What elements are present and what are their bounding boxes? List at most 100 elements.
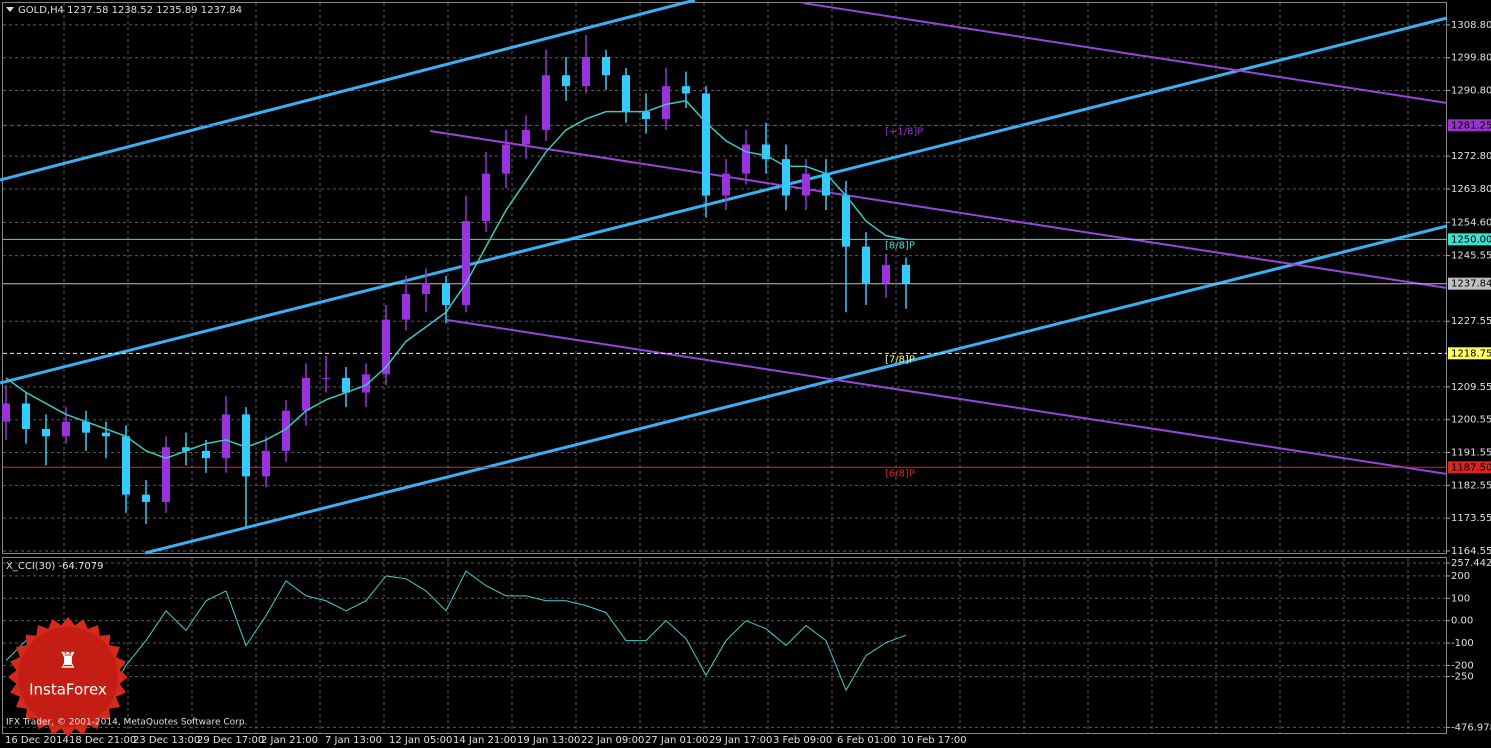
candle-body: [582, 56, 590, 87]
menu-triangle[interactable]: [6, 7, 14, 12]
x-tick-label: 12 Jan 05:00: [389, 735, 452, 746]
cci-title: X_CCI(30) -64.7079: [6, 561, 103, 572]
candle-body: [802, 173, 810, 196]
candle-body: [442, 283, 450, 305]
candle-body: [742, 144, 750, 174]
y-tick-label: 1164.55: [1451, 546, 1491, 557]
x-tick-label: 29 Dec 17:00: [197, 735, 264, 746]
candle-body: [62, 421, 70, 437]
candle-body: [122, 436, 130, 495]
candle-body: [322, 377, 330, 379]
x-tick-label: 27 Jan 01:00: [645, 735, 708, 746]
regression-line: [446, 319, 1448, 475]
x-tick-label: 3 Feb 09:00: [773, 735, 832, 746]
y-tick-label: -100: [1451, 638, 1474, 649]
candle-body: [702, 93, 710, 196]
x-tick-label: 29 Jan 17:00: [709, 735, 772, 746]
logo-circle: [18, 627, 118, 727]
candle-body: [782, 159, 790, 196]
candle-body: [682, 86, 690, 94]
candle-body: [882, 264, 890, 284]
trend-lines: [0, 0, 1448, 555]
moving-average: [5, 99, 907, 459]
logo-icon: ♜: [58, 649, 78, 674]
y-tick-label: 1191.55: [1451, 448, 1491, 459]
level-tag: [7/8]P: [885, 354, 915, 365]
y-tick-label: 1263.80: [1451, 184, 1491, 195]
level-tag: [8/8]P: [885, 240, 915, 251]
x-tick-label: 6 Feb 01:00: [837, 735, 896, 746]
candle-body: [662, 86, 670, 119]
candle-body: [422, 283, 430, 295]
candle-body: [202, 450, 210, 459]
level-tag: [6/8]P: [885, 468, 915, 479]
x-tick-label: 2 Jan 21:00: [261, 735, 318, 746]
candle-body: [502, 144, 510, 174]
x-tick-label: 16 Dec 2014: [5, 735, 69, 746]
candle-body: [262, 450, 270, 477]
grid: [3, 3, 1447, 733]
regression-line: [429, 130, 1448, 289]
x-tick-label: 7 Jan 13:00: [325, 735, 382, 746]
x-tick-label: 18 Dec 21:00: [69, 735, 136, 746]
level-price-label: 1281.25: [1451, 120, 1491, 131]
y-tick-label: 1209.55: [1451, 382, 1491, 393]
chart-title: GOLD,H4 1237.58 1238.52 1235.89 1237.84: [18, 5, 242, 16]
level-price-box: [1448, 347, 1491, 360]
level-price-label: 1237.84: [1451, 279, 1491, 290]
candle-body: [382, 319, 390, 375]
candle-body: [402, 294, 410, 320]
candle-body: [602, 56, 610, 76]
candle-body: [642, 111, 650, 119]
main-panel-frame: [2, 2, 1447, 554]
candle-body: [622, 75, 630, 112]
level-price-box: [1448, 461, 1491, 474]
level-tag: [+1/8]P: [885, 126, 923, 137]
candle-body: [182, 447, 190, 451]
y-tick-label: 1308.80: [1451, 20, 1491, 31]
level-price-label: 1187.50: [1451, 462, 1491, 473]
y-tick-label: 100: [1451, 593, 1470, 604]
y-tick-label: 200: [1451, 571, 1470, 582]
candle-body: [142, 494, 150, 502]
y-tick-label: -200: [1451, 660, 1474, 671]
logo: ♜ InstaForex: [8, 617, 128, 737]
level-price-box: [1448, 119, 1491, 132]
x-tick-label: 22 Jan 09:00: [581, 735, 644, 746]
y-tick-label: 1227.55: [1451, 316, 1491, 327]
candle-body: [542, 75, 550, 130]
y-tick-label: -250: [1451, 672, 1474, 683]
candle-body: [82, 421, 90, 433]
candle-body: [282, 410, 290, 451]
channel-line: [0, 16, 1448, 385]
candle-body: [2, 403, 10, 422]
candle-body: [522, 129, 530, 145]
candle-body: [102, 432, 110, 437]
candle-body: [22, 403, 30, 429]
candle-body: [562, 75, 570, 87]
y-tick-label: 1200.55: [1451, 415, 1491, 426]
channel-line: [144, 224, 1448, 555]
cci-panel-frame: [2, 557, 1447, 734]
candle-body: [342, 377, 350, 393]
regression-line: [802, 2, 1448, 104]
y-tick-label: 1182.55: [1451, 480, 1491, 491]
candle-body: [42, 428, 50, 437]
candle-body: [822, 173, 830, 196]
y-tick-label: 1290.80: [1451, 86, 1491, 97]
cci-line: [5, 570, 907, 701]
candle-body: [842, 195, 850, 247]
x-tick-label: 14 Jan 21:00: [453, 735, 516, 746]
channel-line: [0, 0, 696, 182]
level-price-label: 1218.75: [1451, 348, 1491, 359]
y-tick-label: 1245.55: [1451, 251, 1491, 262]
candle-body: [722, 173, 730, 196]
y-tick-label: 257.4428: [1451, 558, 1491, 569]
y-tick-label: 1272.80: [1451, 151, 1491, 162]
candle-body: [162, 447, 170, 502]
logo-text: InstaForex: [29, 681, 107, 699]
candle-body: [242, 414, 250, 477]
